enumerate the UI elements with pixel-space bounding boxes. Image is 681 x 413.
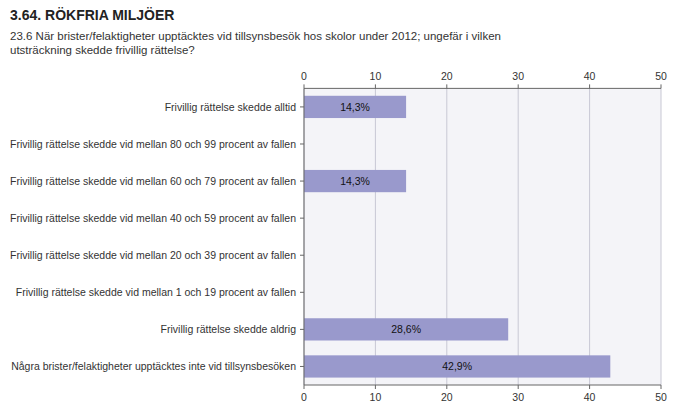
grid-line [661,88,662,385]
x-tick-label: 40 [584,391,596,403]
x-tick-label-top: 20 [441,70,453,82]
y-tick [300,143,304,144]
x-tick-label: 0 [301,391,307,403]
grid-line [304,88,305,385]
x-axis-line [304,385,661,386]
x-tick-label: 50 [655,391,667,403]
category-label: Frivillig rättelse skedde vid mellan 80 … [10,138,296,150]
bar [304,355,610,377]
y-tick [300,292,304,293]
title: 3.64. RÖKFRIA MILJÖER [10,7,174,23]
x-tick-label: 10 [370,391,382,403]
x-tick-top [375,84,376,88]
x-tick-top [446,84,447,88]
category-label: Frivillig rättelse skedde vid mellan 60 … [10,175,296,187]
y-axis-line [304,88,305,385]
category-label: Några brister/felaktigheter upptäcktes i… [11,360,296,372]
x-tick-label: 30 [512,391,524,403]
grid-line [518,88,519,385]
subtitle-line: 23.6 När brister/felaktigheter upptäckte… [10,30,501,42]
subtitle: 23.6 När brister/felaktigheter upptäckte… [10,30,501,56]
bars [304,96,610,378]
bar [304,170,406,192]
grid [304,88,661,385]
grid-line [589,88,590,385]
x-tick-label: 20 [441,391,453,403]
y-tick [300,255,304,256]
category-label: Frivillig rättelse skedde vid mellan 40 … [10,212,296,224]
x-tick [589,385,590,389]
x-tick [518,385,519,389]
data-label: 42,9% [442,360,472,372]
data-label: 14,3% [340,175,370,187]
x-tick-label-top: 0 [301,70,307,82]
category-labels: Frivillig rättelse skedde alltid Frivilli… [10,101,296,373]
data-labels: 14,3% 14,3% 28,6% 42,9% [340,101,472,373]
y-tick [300,329,304,330]
bar [304,318,508,340]
x-tick-label-top: 10 [370,70,382,82]
bar [304,96,406,118]
data-label: 28,6% [391,323,421,335]
x-tick [446,385,447,389]
x-ticks: 0 0 10 10 20 20 30 30 40 40 50 50 [301,70,667,403]
y-tick [300,366,304,367]
x-axis-top-line [304,88,661,89]
chart: 3.64. RÖKFRIA MILJÖER 23.6 När brister/fe… [0,0,681,413]
x-tick-label-top: 50 [655,70,667,82]
x-tick-top [661,84,662,88]
chart-container: 3.64. RÖKFRIA MILJÖER 23.6 När brister/fe… [0,0,681,413]
x-tick [661,385,662,389]
subtitle-line: utsträckning skedde frivillig rättelse? [10,44,195,56]
y-tick [300,106,304,107]
data-label: 14,3% [340,101,370,113]
category-label: Frivillig rättelse skedde alltid [165,101,296,113]
x-tick-label-top: 40 [584,70,596,82]
x-tick-top [589,84,590,88]
x-tick [375,385,376,389]
category-label: Frivillig rättelse skedde vid mellan 1 o… [16,286,296,298]
category-label: Frivillig rättelse skedde aldrig [161,323,297,335]
y-tick [300,218,304,219]
plot-background [304,88,661,385]
x-tick [304,385,305,389]
x-tick-top [518,84,519,88]
y-tick [300,181,304,182]
x-tick-label-top: 30 [512,70,524,82]
category-label: Frivillig rättelse skedde vid mellan 20 … [10,249,296,261]
x-tick-top [304,84,305,88]
